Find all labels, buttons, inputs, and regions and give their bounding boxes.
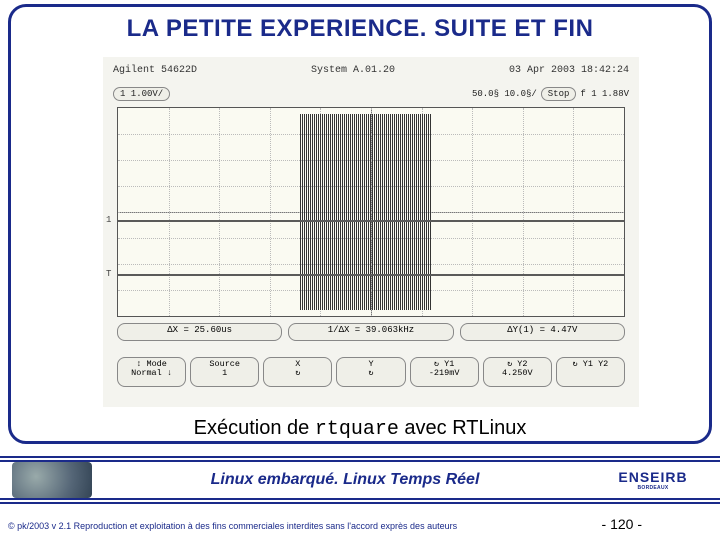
- softkey: ↻ Y1 Y2: [556, 357, 625, 387]
- brand-sub: BORDEAUX: [637, 485, 668, 491]
- scope-runstate: Stop: [541, 87, 577, 101]
- channel-marker: 1: [106, 215, 111, 225]
- softkey: ↻ Y1-219mV: [410, 357, 479, 387]
- scope-system: System A.01.20: [311, 65, 395, 76]
- figure-caption: Exécution de rtquare avec RTLinux: [11, 417, 709, 441]
- caption-code: rtquare: [315, 418, 399, 441]
- meas-dx: ΔX = 25.60us: [117, 323, 282, 341]
- page-number: - 120 -: [602, 516, 642, 532]
- footer-title: Linux embarqué. Linux Temps Réel: [92, 471, 598, 489]
- trace-baseline: [118, 220, 624, 222]
- footer-bar: Linux embarqué. Linux Temps Réel ENSEIRB…: [0, 460, 720, 500]
- meas-dy: ΔY(1) = 4.47V: [460, 323, 625, 341]
- softkey: Source1: [190, 357, 259, 387]
- scope-grid: 1T: [117, 107, 625, 317]
- caption-post: avec RTLinux: [399, 417, 526, 439]
- scope-datetime: 03 Apr 2003 18:42:24: [509, 65, 629, 76]
- caption-pre: Exécution de: [194, 417, 315, 439]
- scope-model: Agilent 54622D: [113, 65, 197, 76]
- scope-softkeys: ↕ ModeNormal ↓Source1X↻Y↻↻ Y1-219mV↻ Y24…: [117, 357, 625, 387]
- scope-vdiv: 1 1.00V/: [113, 87, 170, 101]
- scope-header: Agilent 54622D System A.01.20 03 Apr 200…: [113, 65, 629, 76]
- copyright-row: © pk/2003 v 2.1 Reproduction et exploita…: [8, 516, 712, 532]
- channel-marker: T: [106, 269, 111, 279]
- trace-baseline: [118, 274, 624, 276]
- scope-status-bar: 1 1.00V/ 50.0§ 10.0§/ Stop f 1 1.88V: [113, 85, 629, 103]
- footer-logo-left: [12, 462, 92, 498]
- meas-inv-dx: 1/ΔX = 39.063kHz: [288, 323, 453, 341]
- softkey: ↕ ModeNormal ↓: [117, 357, 186, 387]
- softkey: ↻ Y24.250V: [483, 357, 552, 387]
- scope-trigger: f 1 1.88V: [580, 89, 629, 99]
- softkey: Y↻: [336, 357, 405, 387]
- footer-logo-right: ENSEIRB BORDEAUX: [598, 465, 708, 495]
- slide: LA PETITE EXPERIENCE. SUITE ET FIN Agile…: [0, 0, 720, 540]
- brand-name: ENSEIRB: [618, 469, 687, 485]
- signal-burst: [300, 114, 432, 310]
- softkey: X↻: [263, 357, 332, 387]
- oscilloscope-screenshot: Agilent 54622D System A.01.20 03 Apr 200…: [103, 57, 639, 407]
- main-frame: LA PETITE EXPERIENCE. SUITE ET FIN Agile…: [8, 4, 712, 444]
- scope-measurements: ΔX = 25.60us 1/ΔX = 39.063kHz ΔY(1) = 4.…: [117, 323, 625, 341]
- scope-timebase: 50.0§ 10.0§/: [472, 89, 537, 99]
- slide-title: LA PETITE EXPERIENCE. SUITE ET FIN: [11, 15, 709, 43]
- copyright-text: © pk/2003 v 2.1 Reproduction et exploita…: [8, 521, 602, 531]
